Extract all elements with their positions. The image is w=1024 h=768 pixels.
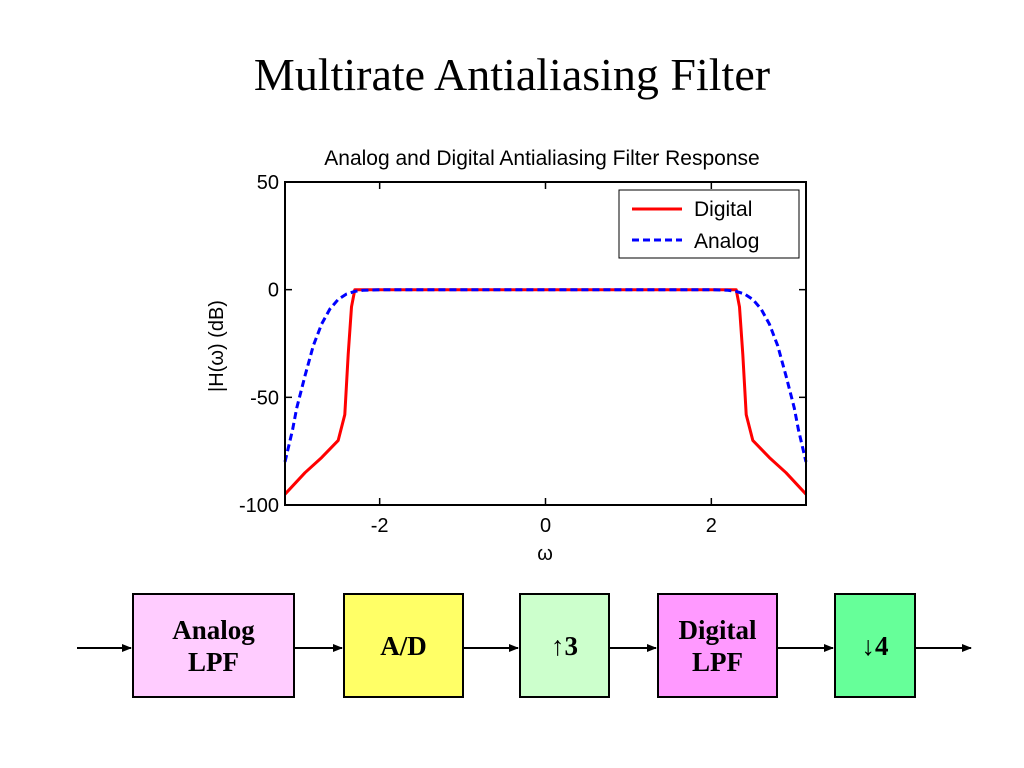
- legend: Digital Analog: [618, 189, 800, 259]
- y-tick-label: 50: [257, 172, 279, 194]
- legend-label-digital: Digital: [694, 198, 752, 221]
- y-tick-label: -50: [250, 387, 279, 409]
- y-axis-label: |H(ω) (dB): [206, 300, 228, 392]
- downsample-block: ↓4: [834, 593, 916, 698]
- digital-lpf-block: Digital LPF: [657, 593, 778, 698]
- x-tick-label: -2: [371, 515, 389, 537]
- x-tick-label: 2: [706, 515, 717, 537]
- y-tick-label: 0: [268, 280, 279, 302]
- x-axis-label: ω: [537, 543, 553, 565]
- slide-title: Multirate Antialiasing Filter: [253, 49, 771, 100]
- upsample-block: ↑3: [519, 593, 610, 698]
- series-line-analog: [283, 288, 808, 463]
- chart-title: Analog and Digital Antialiasing Filter R…: [324, 147, 759, 170]
- analog-lpf-block: Analog LPF: [132, 593, 295, 698]
- legend-box: [618, 189, 800, 259]
- y-tick-label: -100: [239, 495, 279, 517]
- legend-label-analog: Analog: [694, 230, 759, 253]
- series-line-digital: [283, 288, 808, 496]
- ad-converter-block: A/D: [343, 593, 464, 698]
- x-tick-label: 0: [540, 515, 551, 537]
